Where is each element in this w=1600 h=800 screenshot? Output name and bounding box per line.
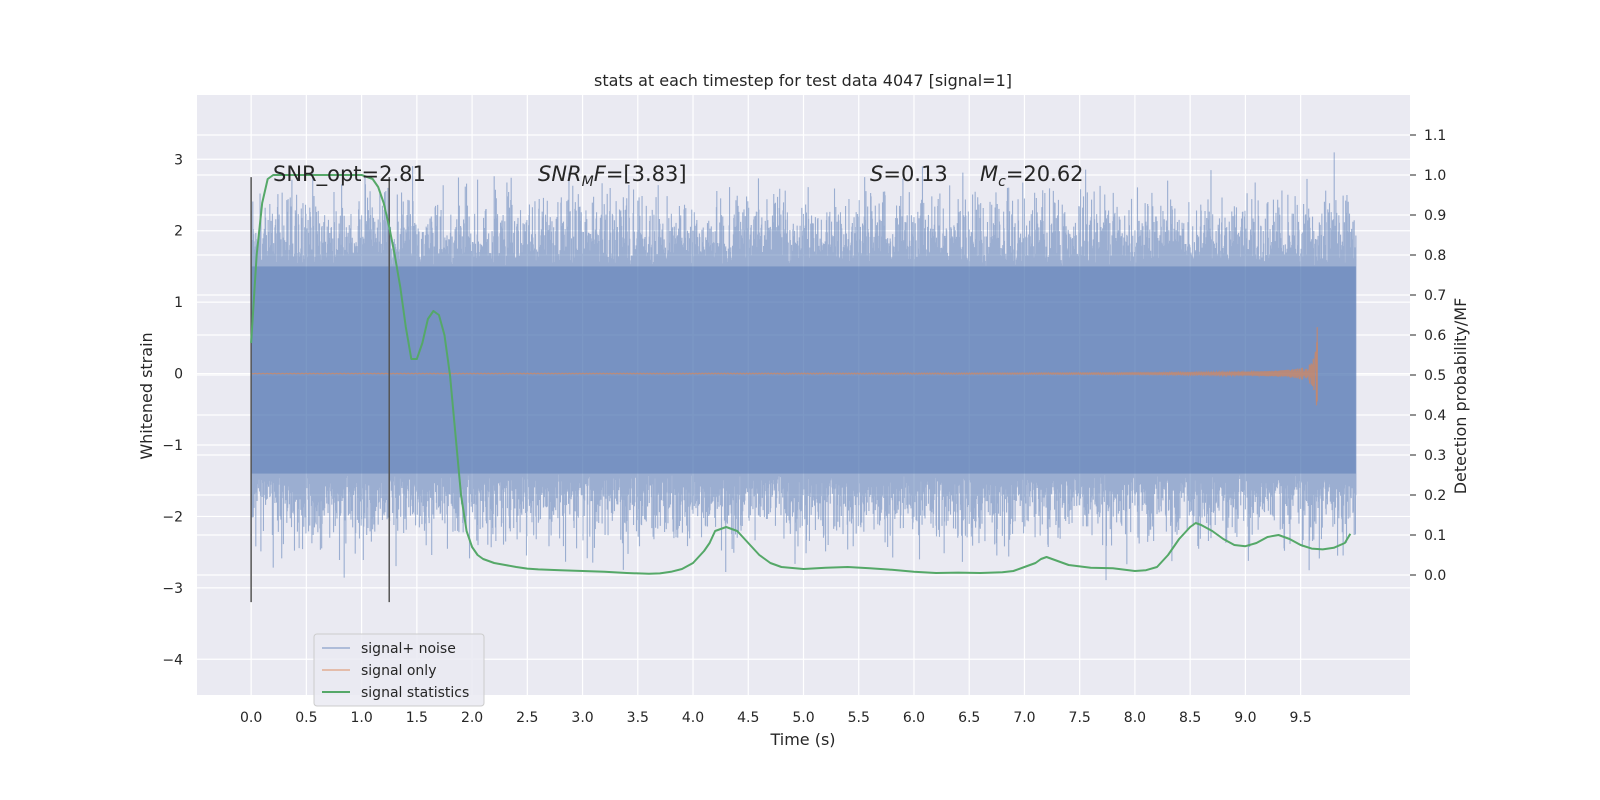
y2-tick-label: 0.2 (1424, 488, 1446, 504)
y-tick-label: 2 (174, 224, 183, 240)
y2-tick-label: 0.4 (1424, 408, 1446, 424)
y-tick-label: 1 (174, 295, 183, 311)
x-tick-label: 3.0 (571, 710, 593, 726)
chart-title: stats at each timestep for test data 404… (594, 71, 1012, 90)
annotation-mc: Mc=20.62 (980, 162, 1084, 190)
x-tick-label: 0.0 (240, 710, 262, 726)
y-tick-label: −4 (162, 652, 183, 668)
snr-mf-value: =[3.83] (606, 162, 687, 186)
legend: signal+ noise signal only signal statist… (313, 633, 485, 707)
x-tick-label: 4.5 (737, 710, 759, 726)
y2-tick-label: 1.1 (1424, 128, 1446, 144)
y-tick-label: 0 (174, 367, 183, 383)
x-tick-label: 9.0 (1234, 710, 1256, 726)
x-tick-label: 6.5 (958, 710, 980, 726)
vertical-markers (250, 177, 390, 603)
x-axis-label: Time (s) (769, 730, 835, 749)
y2-tick-label: 0.5 (1424, 368, 1446, 384)
s-var: S (870, 162, 883, 186)
x-tick-label: 5.5 (848, 710, 870, 726)
x-tick-label: 3.5 (627, 710, 649, 726)
x-tick-label: 6.0 (903, 710, 925, 726)
mc-value: =20.62 (1006, 162, 1084, 186)
y2-tick-label: 0.7 (1424, 288, 1446, 304)
legend-box (313, 633, 485, 707)
y2-tick-label: 0.0 (1424, 568, 1446, 584)
legend-label-signal-only: signal only (361, 663, 436, 679)
y2-tick-label: 0.3 (1424, 448, 1446, 464)
y-tick-label: −3 (162, 581, 183, 597)
snr-mf-f: F (594, 162, 607, 186)
x-tick-label: 8.0 (1124, 710, 1146, 726)
x-tick-label: 2.5 (516, 710, 538, 726)
series-signal-only (251, 327, 1318, 406)
y2-tick-label: 1.0 (1424, 168, 1446, 184)
series-signal-statistics (250, 174, 1352, 575)
y2-tick-label: 0.6 (1424, 328, 1446, 344)
y2-tick-label: 0.9 (1424, 208, 1446, 224)
annotation-s: S=0.13 (870, 162, 948, 186)
axis-ticks: 0.0 0.5 1.0 1.5 2.0 2.5 3.0 3.5 4.0 4.5 5.0 5.5 6.0 6… (162, 128, 1446, 726)
annotation-snr-mf: SNRMF=[3.83] (538, 162, 687, 190)
annotation-snr-opt: SNR_opt=2.81 (273, 162, 426, 187)
y-tick-label: 3 (174, 152, 183, 168)
x-tick-label: 5.0 (792, 710, 814, 726)
series-signal-plus-noise (250, 152, 1357, 581)
chirp-trace (251, 342, 1318, 406)
y2-tick-label: 0.1 (1424, 528, 1446, 544)
x-tick-label: 7.0 (1013, 710, 1035, 726)
x-tick-label: 0.5 (295, 710, 317, 726)
y-tick-label: −2 (162, 509, 183, 525)
y2-tick-label: 0.8 (1424, 248, 1446, 264)
y2-axis-label: Detection probability/MF (1451, 298, 1470, 495)
mc-sub: c (998, 174, 1006, 190)
snr-mf-sub: M (582, 174, 594, 190)
snr-mf-var: SNR (538, 162, 582, 186)
mc-var: M (980, 162, 998, 186)
x-tick-label: 1.0 (350, 710, 372, 726)
x-tick-label: 2.0 (461, 710, 483, 726)
x-tick-label: 8.5 (1179, 710, 1201, 726)
y-tick-label: −1 (162, 438, 183, 454)
legend-label-signal-statistics: signal statistics (361, 685, 469, 701)
statistics-line (250, 174, 1352, 575)
noise-core-band (251, 266, 1356, 474)
legend-label-signal-plus-noise: signal+ noise (361, 641, 456, 657)
x-tick-label: 4.0 (682, 710, 704, 726)
x-tick-label: 1.5 (406, 710, 428, 726)
y-axis-label: Whitened strain (137, 332, 156, 459)
x-tick-label: 9.5 (1289, 710, 1311, 726)
x-tick-label: 7.5 (1069, 710, 1091, 726)
s-value: =0.13 (883, 162, 947, 186)
